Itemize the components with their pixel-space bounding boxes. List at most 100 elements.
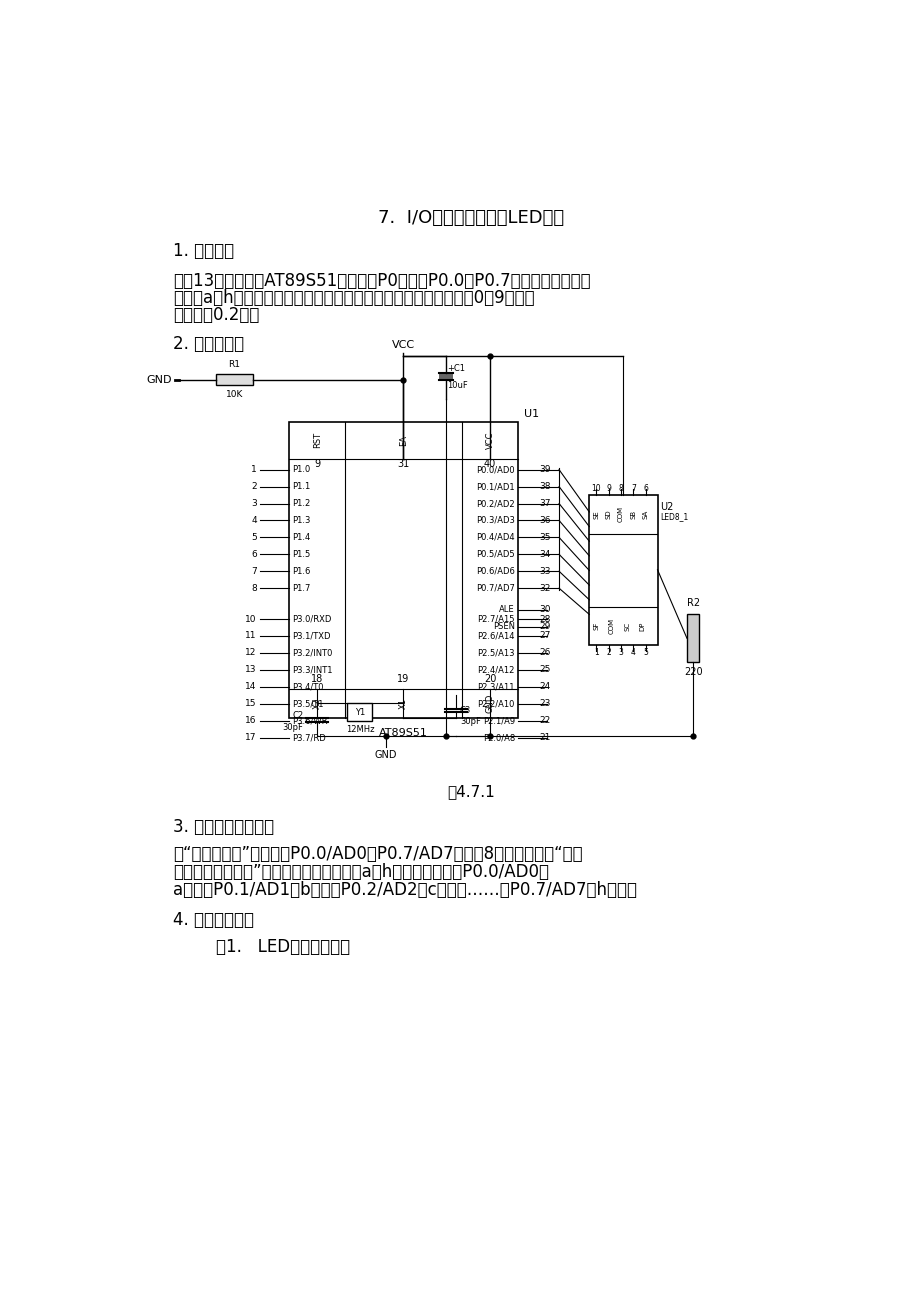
Text: 6: 6 (642, 483, 648, 492)
Text: P3.3/INT1: P3.3/INT1 (292, 665, 333, 674)
Text: 1: 1 (594, 647, 598, 656)
Text: C3: C3 (460, 706, 471, 715)
Text: 10K: 10K (225, 391, 243, 400)
Text: P2.0/A8: P2.0/A8 (482, 733, 515, 742)
Text: P2.5/A13: P2.5/A13 (477, 648, 515, 658)
Text: 码管的a－h的笔段上，数码管的公共端接地。在数码管上循环显示0－9数字，: 码管的a－h的笔段上，数码管的公共端接地。在数码管上循环显示0－9数字， (173, 289, 534, 307)
Text: 7: 7 (251, 566, 256, 575)
Text: 26: 26 (539, 648, 550, 658)
Text: 12MHz: 12MHz (346, 725, 374, 733)
Text: RST: RST (312, 432, 322, 448)
Text: 静态数码显示模块”区域中的任一数码管的a－h端口上；要求：P0.0/AD0与: 静态数码显示模块”区域中的任一数码管的a－h端口上；要求：P0.0/AD0与 (173, 863, 549, 881)
Text: P3.7/RD: P3.7/RD (292, 733, 326, 742)
Text: 如图13所示，利用AT89S51单片机的P0端口的P0.0－P0.7连接到一个共阴数: 如图13所示，利用AT89S51单片机的P0端口的P0.0－P0.7连接到一个共… (173, 272, 590, 290)
Bar (589, 495, 657, 646)
Text: 13: 13 (245, 665, 256, 674)
Text: VCC: VCC (391, 340, 414, 349)
Text: 11: 11 (245, 631, 256, 641)
Text: 1. 实验任务: 1. 实验任务 (173, 242, 234, 260)
Bar (289, 422, 517, 719)
Text: 12: 12 (245, 648, 256, 658)
Text: 2: 2 (251, 482, 256, 491)
Text: P1.5: P1.5 (292, 549, 311, 559)
Text: Y1: Y1 (355, 708, 365, 716)
Text: SD: SD (605, 509, 611, 519)
Text: 1: 1 (251, 465, 256, 474)
Text: 3. 系统板上硬件连线: 3. 系统板上硬件连线 (173, 819, 274, 836)
Text: P0.5/AD5: P0.5/AD5 (476, 549, 515, 559)
Text: P2.6/A14: P2.6/A14 (477, 631, 515, 641)
Text: 8: 8 (618, 483, 623, 492)
Text: P1.1: P1.1 (292, 482, 311, 491)
Text: P0.3/AD3: P0.3/AD3 (475, 516, 515, 525)
Text: 7.  I/O并行口直接驱动LED显示: 7. I/O并行口直接驱动LED显示 (378, 208, 564, 227)
Text: 29: 29 (539, 622, 550, 631)
Text: 37: 37 (539, 499, 550, 508)
Text: P3.0/RXD: P3.0/RXD (292, 615, 332, 624)
Text: P0.1/AD1: P0.1/AD1 (476, 482, 515, 491)
Text: 30: 30 (539, 605, 550, 615)
Text: P2.1/A9: P2.1/A9 (482, 716, 515, 725)
Text: SF: SF (593, 622, 598, 630)
Text: 22: 22 (539, 716, 550, 725)
Text: EA: EA (398, 435, 407, 445)
Text: P1.3: P1.3 (292, 516, 311, 525)
Text: 3: 3 (251, 499, 256, 508)
Text: 5: 5 (251, 533, 256, 542)
Text: 33: 33 (539, 566, 550, 575)
Text: 2: 2 (606, 647, 610, 656)
Text: P0.7/AD7: P0.7/AD7 (475, 583, 515, 592)
Text: 36: 36 (539, 516, 550, 525)
Text: SA: SA (642, 509, 648, 519)
Text: 4: 4 (251, 516, 256, 525)
Text: 2. 电路原理图: 2. 电路原理图 (173, 335, 244, 353)
Text: 9: 9 (314, 460, 320, 469)
Text: DP: DP (639, 621, 645, 630)
Text: 20: 20 (483, 674, 495, 685)
Text: P0.4/AD4: P0.4/AD4 (476, 533, 515, 542)
Text: 9: 9 (606, 483, 610, 492)
Text: P1.0: P1.0 (292, 465, 311, 474)
Text: COM: COM (618, 506, 623, 522)
Text: R1: R1 (228, 359, 240, 368)
Text: 时间间隔0.2秒。: 时间间隔0.2秒。 (173, 306, 259, 324)
Text: 28: 28 (539, 615, 550, 624)
Text: 23: 23 (539, 699, 550, 708)
Bar (438, 374, 452, 380)
Text: 3: 3 (618, 647, 623, 656)
Text: ALE: ALE (499, 605, 515, 615)
Text: 10uF: 10uF (447, 381, 468, 391)
Text: C2: C2 (292, 711, 303, 720)
Text: P1.4: P1.4 (292, 533, 311, 542)
Text: 14: 14 (245, 682, 256, 691)
Bar (686, 615, 698, 663)
Text: 7: 7 (630, 483, 635, 492)
Text: P3.5/T1: P3.5/T1 (292, 699, 323, 708)
Text: P3.1/TXD: P3.1/TXD (292, 631, 331, 641)
Text: （1.   LED数码显示原理: （1. LED数码显示原理 (216, 937, 349, 956)
Text: 15: 15 (245, 699, 256, 708)
Text: LED8_1: LED8_1 (660, 512, 688, 521)
Text: 27: 27 (539, 631, 550, 641)
Text: COM: COM (608, 618, 614, 634)
Text: 32: 32 (539, 583, 550, 592)
Text: SE: SE (593, 510, 598, 518)
Text: P0.2/AD2: P0.2/AD2 (476, 499, 515, 508)
Text: 8: 8 (251, 583, 256, 592)
Text: +C1: +C1 (447, 365, 465, 374)
Text: 24: 24 (539, 682, 550, 691)
Text: 5: 5 (642, 647, 648, 656)
Text: P2.3/A11: P2.3/A11 (477, 682, 515, 691)
Text: SC: SC (624, 621, 630, 630)
Text: P0.0/AD0: P0.0/AD0 (476, 465, 515, 474)
Text: 10: 10 (245, 615, 256, 624)
Text: SB: SB (630, 509, 636, 519)
Text: P2.4/A12: P2.4/A12 (477, 665, 515, 674)
Text: 4. 程序设计内容: 4. 程序设计内容 (173, 911, 254, 928)
Text: P3.4/T0: P3.4/T0 (292, 682, 323, 691)
Text: X2: X2 (312, 698, 322, 710)
Text: AT89S51: AT89S51 (379, 728, 427, 737)
Text: PSEN: PSEN (493, 622, 515, 631)
Text: a相连，P0.1/AD1与b相连，P0.2/AD2与c相连，……，P0.7/AD7与h相连。: a相连，P0.1/AD1与b相连，P0.2/AD2与c相连，……，P0.7/AD… (173, 881, 637, 898)
Text: 4: 4 (630, 647, 635, 656)
